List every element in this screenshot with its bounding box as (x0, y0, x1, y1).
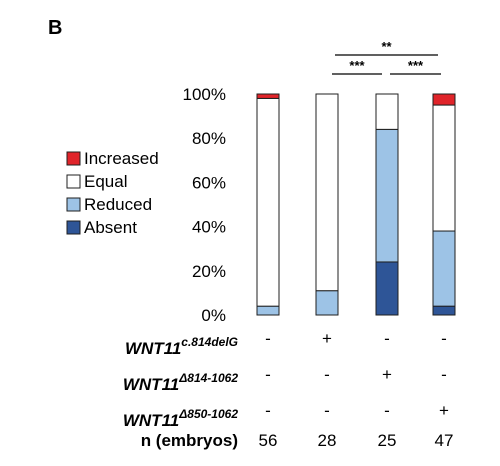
genotype-cell: - (324, 365, 330, 384)
bar-segment-equal (375, 93, 399, 130)
genotype-row-label: WNT11c.814delG (125, 335, 238, 358)
bars (256, 93, 456, 316)
bar-segment-equal (315, 93, 339, 292)
legend-label-reduced: Reduced (84, 195, 152, 214)
significance-label: ** (381, 39, 392, 54)
genotype-cell: - (265, 329, 271, 348)
bar-segment-reduced (315, 290, 339, 316)
genotype-row-label: WNT11Δ814-1062 (123, 371, 238, 394)
n-embryos-value: 56 (259, 431, 278, 450)
bar-segment-absent (375, 261, 399, 316)
bar-segment-reduced (375, 128, 399, 263)
genotype-cell: + (322, 329, 332, 348)
genotype-cell: - (324, 401, 330, 420)
genotype-cell: - (441, 329, 447, 348)
n-embryos-value: 28 (318, 431, 337, 450)
legend-swatch-absent (66, 220, 81, 235)
n-embryos-value: 47 (435, 431, 454, 450)
y-tick-label: 60% (192, 173, 226, 192)
y-tick-label: 80% (192, 129, 226, 148)
legend-swatch-equal (66, 174, 81, 189)
bar-segment-equal (256, 97, 280, 307)
bar-segment-reduced (432, 230, 456, 307)
genotype-table: WNT11c.814delG - + - - WNT11Δ814-1062 - - + - WNT1… (123, 329, 454, 450)
genotype-cell: - (384, 401, 390, 420)
legend-swatch-increased (66, 151, 81, 166)
legend-label-absent: Absent (84, 218, 137, 237)
y-tick-label: 20% (192, 262, 226, 281)
bar-segment-increased (432, 93, 456, 106)
genotype-cell: - (441, 365, 447, 384)
legend-label-increased: Increased (84, 149, 159, 168)
legend: Increased Equal Reduced Absent (66, 149, 159, 237)
genotype-cell: - (265, 401, 271, 420)
bar-segment-equal (432, 104, 456, 232)
significance-label: *** (408, 58, 424, 73)
bar-segment-reduced (256, 305, 280, 316)
n-embryos-value: 25 (378, 431, 397, 450)
y-axis: 0% 20% 40% 60% 80% 100% (183, 85, 226, 325)
y-tick-label: 0% (201, 306, 226, 325)
legend-swatch-reduced (66, 197, 81, 212)
significance-label: *** (349, 58, 365, 73)
genotype-cell: - (265, 365, 271, 384)
y-tick-label: 40% (192, 218, 226, 237)
panel-label: B (48, 17, 62, 39)
bar-segment-increased (256, 93, 280, 99)
genotype-row-label: WNT11Δ850-1062 (123, 407, 238, 430)
y-tick-label: 100% (183, 85, 226, 104)
n-embryos-label: n (embryos) (141, 431, 238, 450)
significance-brackets: ***** *** (332, 39, 441, 75)
legend-label-equal: Equal (84, 172, 127, 191)
genotype-cell: - (384, 329, 390, 348)
genotype-cell: + (439, 401, 449, 420)
bar-segment-absent (432, 305, 456, 316)
genotype-cell: + (382, 365, 392, 384)
